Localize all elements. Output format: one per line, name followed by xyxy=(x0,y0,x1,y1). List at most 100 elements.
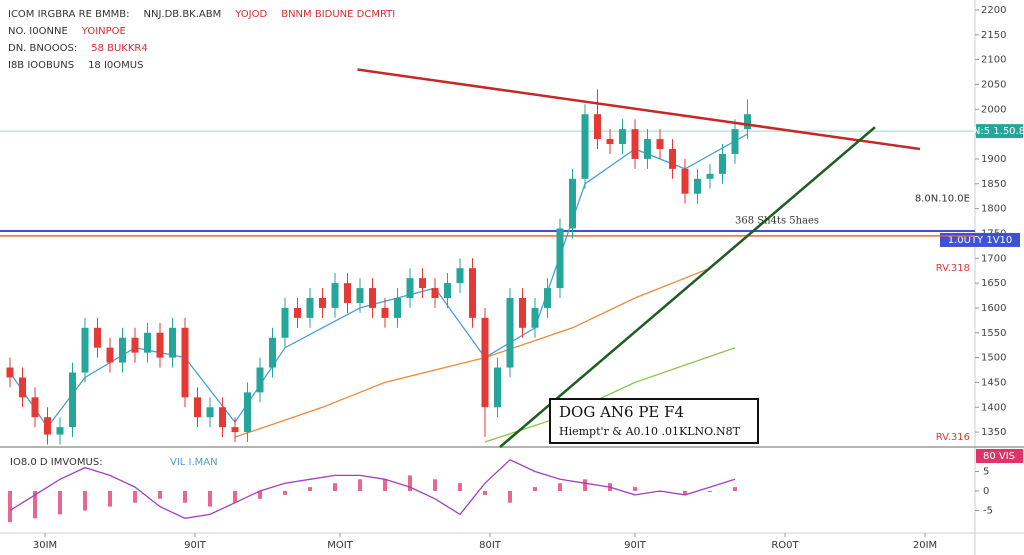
candle-body xyxy=(19,377,26,398)
header-text: BNNM BIDUNE DCMRTI xyxy=(281,9,395,20)
indicator-line xyxy=(9,459,736,519)
y-tick-label: -5 xyxy=(983,506,993,517)
x-tick-label: 90IT xyxy=(184,540,207,551)
y-tick-label: 2000 xyxy=(981,104,1006,115)
y-tick-label: 1800 xyxy=(981,204,1006,215)
callout-text: Hiempt'r & A0.10 .01KLNO.N8T xyxy=(559,425,740,438)
price-note: 8.0N.10.0E xyxy=(915,194,970,205)
y-tick-label: 1850 xyxy=(981,179,1006,190)
callout-box: DOG AN6 PE F4 Hiempt'r & A0.10 .01KLNO.N… xyxy=(549,398,759,444)
y-tick-label: 1900 xyxy=(981,154,1006,165)
y-tick-label: 2150 xyxy=(981,30,1006,41)
header-text: 18 I0OMUS xyxy=(88,60,143,71)
histogram-bar xyxy=(283,491,287,495)
histogram-bar xyxy=(458,483,462,491)
histogram-bar xyxy=(433,479,437,491)
header-text: NNJ.DB.BK.ABM xyxy=(143,9,221,20)
trendline xyxy=(357,68,921,151)
price-note: RV.316 xyxy=(936,432,970,443)
candle-body xyxy=(194,397,201,418)
candle-body xyxy=(531,307,539,328)
candle-body xyxy=(81,327,89,373)
histogram-bar xyxy=(583,479,587,491)
histogram-bar xyxy=(333,483,337,491)
histogram-bar xyxy=(383,479,387,491)
trendline xyxy=(499,126,876,448)
candle-body xyxy=(244,392,251,433)
candle-body xyxy=(744,114,751,130)
candle-body xyxy=(206,407,214,418)
histogram-bar xyxy=(58,491,62,515)
price-tag xyxy=(976,124,1023,139)
indicator-subtitle: VIL I.MAN xyxy=(170,457,218,468)
candle-body xyxy=(294,307,301,318)
candle-body xyxy=(456,268,464,284)
y-tick-label: 5 xyxy=(983,467,989,478)
candle-body xyxy=(606,139,614,145)
candle-body xyxy=(181,327,189,398)
candle-body xyxy=(6,367,14,378)
indicator-title: IO8.0 D IMVOMUS: xyxy=(10,457,103,468)
header-text: ICOM IRGBRA RE BMMB: xyxy=(8,9,129,20)
y-tick-label: 1600 xyxy=(981,303,1006,314)
histogram-bar xyxy=(483,491,487,495)
candle-body xyxy=(256,367,264,393)
candle-body xyxy=(694,178,701,194)
histogram-bar xyxy=(708,491,712,492)
candle-body xyxy=(644,139,651,159)
histogram-bar xyxy=(108,491,112,507)
price-tag-label: 1.0UTY 1V10 xyxy=(948,235,1013,246)
histogram-bar xyxy=(133,491,137,503)
candle-body xyxy=(731,129,739,154)
candle-body xyxy=(119,337,126,363)
x-tick-label: 80IT xyxy=(479,540,502,551)
candle-body xyxy=(269,337,276,368)
candle-body xyxy=(144,332,151,353)
candle-body xyxy=(331,283,339,308)
histogram-bar xyxy=(633,487,637,491)
candle-body xyxy=(619,129,626,145)
x-tick-label: RO0T xyxy=(771,540,799,551)
candle-body xyxy=(356,288,364,303)
y-tick-label: 2200 xyxy=(981,5,1006,16)
candle-body xyxy=(169,327,176,358)
indicator-tag-label: 80 VIS xyxy=(983,451,1015,462)
candle-body xyxy=(369,288,376,308)
histogram-bar xyxy=(408,475,412,491)
candle-body xyxy=(631,129,639,159)
candle-body xyxy=(156,332,164,358)
y-tick-label: 1650 xyxy=(981,278,1006,289)
candle-body xyxy=(394,298,401,318)
candle-body xyxy=(469,268,476,318)
header-text: NO. I0ONNE xyxy=(8,26,68,37)
candle-body xyxy=(681,168,689,194)
x-tick-label: MOIT xyxy=(327,540,353,551)
annotation: 368 Sh4ts 5haes xyxy=(735,216,819,227)
histogram-bar xyxy=(183,491,187,503)
y-tick-label: 0 xyxy=(983,486,989,497)
header-text: 58 BUKKR4 xyxy=(91,43,148,54)
histogram-bar xyxy=(258,491,262,499)
candle-body xyxy=(419,278,426,289)
histogram-bar xyxy=(308,487,312,491)
candle-body xyxy=(106,347,114,363)
candle-body xyxy=(594,114,601,140)
candle-body xyxy=(56,427,64,435)
histogram-bar xyxy=(533,487,537,491)
y-tick-label: 1450 xyxy=(981,377,1006,388)
x-tick-label: 90IT xyxy=(624,540,647,551)
y-tick-label: 1500 xyxy=(981,353,1006,364)
candle-body xyxy=(231,427,239,433)
histogram-bar xyxy=(33,491,37,519)
candle-body xyxy=(431,288,439,298)
histogram-bar xyxy=(158,491,162,499)
candle-body xyxy=(319,298,326,308)
histogram-bar xyxy=(358,479,362,491)
histogram-bar xyxy=(233,491,237,503)
histogram-bar xyxy=(208,491,212,507)
candle-body xyxy=(481,317,489,408)
histogram-bar xyxy=(558,483,562,491)
